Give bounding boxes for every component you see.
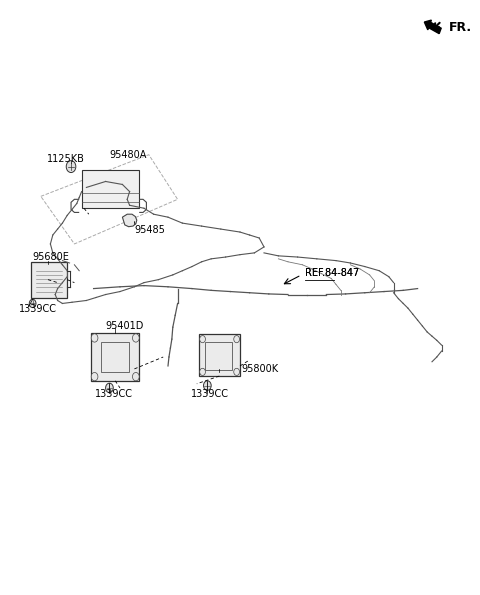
FancyArrow shape	[424, 20, 441, 34]
Text: 95680E: 95680E	[33, 252, 70, 262]
Text: 1125KB: 1125KB	[47, 155, 85, 164]
Circle shape	[132, 372, 139, 381]
Text: 95800K: 95800K	[241, 364, 278, 374]
Text: 1339CC: 1339CC	[191, 390, 229, 399]
Circle shape	[66, 161, 76, 173]
Circle shape	[204, 381, 211, 390]
Polygon shape	[122, 214, 137, 227]
Circle shape	[234, 336, 240, 343]
Circle shape	[91, 334, 98, 342]
Text: 95401D: 95401D	[106, 321, 144, 331]
Text: REF.84-847: REF.84-847	[305, 268, 359, 277]
Circle shape	[234, 368, 240, 375]
Circle shape	[200, 368, 205, 375]
Text: FR.: FR.	[449, 21, 472, 34]
Text: 95480A: 95480A	[109, 150, 147, 159]
FancyBboxPatch shape	[199, 334, 240, 376]
Circle shape	[91, 372, 98, 381]
Circle shape	[106, 383, 113, 393]
Text: REF.84-847: REF.84-847	[305, 268, 359, 277]
Text: 1339CC: 1339CC	[19, 305, 57, 314]
Circle shape	[29, 299, 36, 308]
Circle shape	[132, 334, 139, 342]
FancyBboxPatch shape	[91, 333, 139, 381]
FancyBboxPatch shape	[31, 262, 67, 298]
Text: 1339CC: 1339CC	[95, 390, 133, 399]
Text: 95485: 95485	[134, 225, 165, 234]
Circle shape	[200, 336, 205, 343]
FancyBboxPatch shape	[82, 170, 139, 208]
